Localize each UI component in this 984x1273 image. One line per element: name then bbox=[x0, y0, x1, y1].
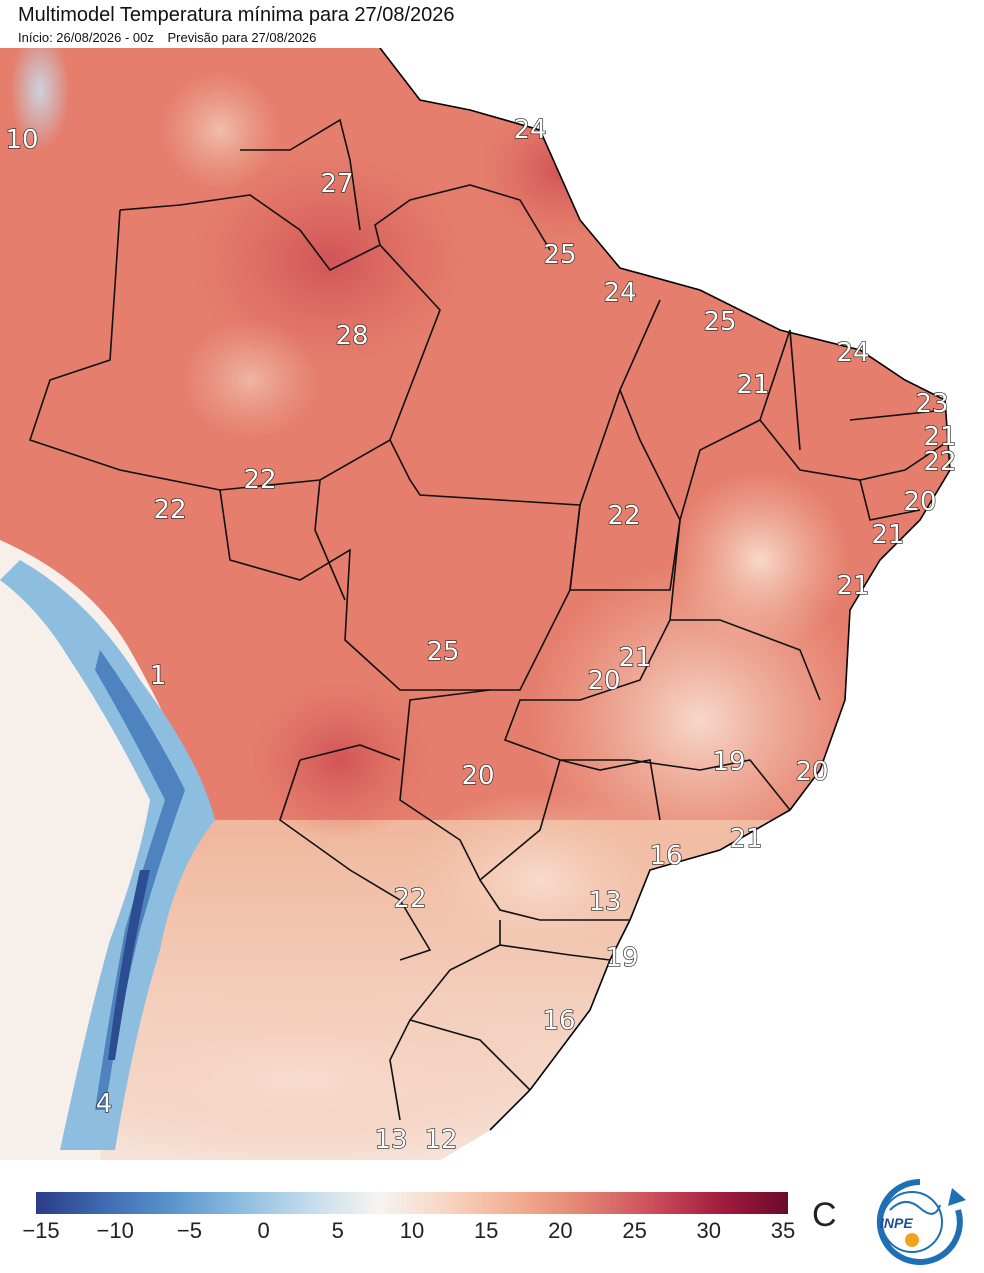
atlantic-ocean bbox=[380, 48, 984, 1168]
color-scale-tick: 35 bbox=[770, 1218, 796, 1243]
color-scale-tick: 25 bbox=[622, 1218, 647, 1243]
state-borders bbox=[28, 118, 951, 1121]
map-label: 21 bbox=[729, 824, 762, 854]
temperature-labels: 10 27 24 25 24 25 28 24 21 23 21 22 20 2… bbox=[5, 114, 957, 1155]
map-label: 16 bbox=[542, 1006, 575, 1036]
map-label: 22 bbox=[607, 501, 640, 531]
map-label: 24 bbox=[603, 278, 636, 308]
map-label: 12 bbox=[424, 1125, 457, 1155]
map-label: 10 bbox=[5, 125, 38, 155]
color-scale-tick: 30 bbox=[696, 1218, 722, 1243]
map-label: 20 bbox=[903, 487, 936, 517]
map-label: 21 bbox=[871, 520, 904, 550]
color-scale-tick: −10 bbox=[96, 1218, 134, 1243]
unit-label: C bbox=[812, 1196, 837, 1234]
map-title: Multimodel Temperatura mínima para 27/08… bbox=[18, 4, 455, 26]
map-label: 21 bbox=[736, 370, 769, 400]
map-subtitle: Início: 26/08/2026 - 00z Previsão para 2… bbox=[18, 30, 326, 45]
map-label: 27 bbox=[320, 169, 353, 199]
color-scale-tick: 10 bbox=[399, 1218, 425, 1243]
map-label: 13 bbox=[588, 887, 621, 917]
color-scale-tick: −15 bbox=[22, 1218, 60, 1243]
color-scale-tick: 15 bbox=[473, 1218, 499, 1243]
map-label: 22 bbox=[243, 465, 276, 495]
map-label: 25 bbox=[426, 637, 459, 667]
map-label: 20 bbox=[795, 757, 828, 787]
temperature-map: 10 27 24 25 24 25 28 24 21 23 21 22 20 2… bbox=[0, 48, 984, 1168]
color-scale-tick: 5 bbox=[331, 1218, 344, 1243]
map-label: 22 bbox=[153, 495, 186, 525]
map-label: 4 bbox=[96, 1089, 113, 1119]
map-label: 23 bbox=[915, 389, 948, 419]
map-label: 22 bbox=[393, 884, 426, 914]
inpe-logo-text: INPE bbox=[880, 1215, 913, 1231]
map-label: 19 bbox=[712, 747, 745, 777]
map-label: 16 bbox=[649, 841, 682, 871]
color-scale-tick: 0 bbox=[257, 1218, 270, 1243]
map-label: 21 bbox=[836, 571, 869, 601]
map-label: 1 bbox=[150, 661, 167, 691]
map-label: 21 bbox=[923, 422, 956, 452]
map-label: 20 bbox=[461, 761, 494, 791]
coastline bbox=[379, 48, 951, 1131]
map-label: 25 bbox=[543, 240, 576, 270]
map-label: 24 bbox=[513, 115, 546, 145]
color-scale-tick: 20 bbox=[548, 1218, 573, 1243]
map-label: 19 bbox=[605, 943, 638, 973]
run-start: Início: 26/08/2026 - 00z bbox=[18, 30, 154, 45]
map-label: 24 bbox=[836, 338, 869, 368]
color-scale-tick: −5 bbox=[176, 1218, 202, 1243]
map-label: 21 bbox=[618, 643, 651, 673]
map-label: 22 bbox=[923, 447, 956, 477]
color-scale-bar bbox=[36, 1192, 788, 1214]
map-label: 13 bbox=[374, 1125, 407, 1155]
map-label: 20 bbox=[587, 666, 620, 696]
map-label: 25 bbox=[703, 307, 736, 337]
inpe-logo: INPE bbox=[876, 1178, 966, 1265]
forecast-date: Previsão para 27/08/2026 bbox=[167, 30, 317, 45]
map-label: 28 bbox=[335, 321, 368, 351]
